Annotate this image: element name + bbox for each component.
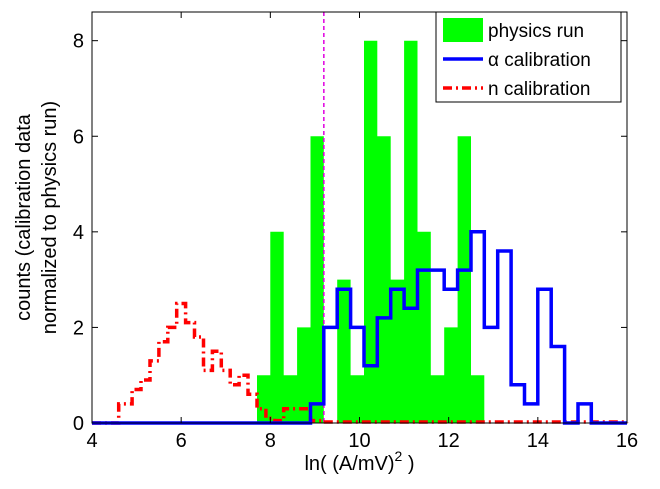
legend-swatch-physics-run (443, 18, 483, 42)
legend-label-n-calibration: n calibration (488, 79, 590, 100)
y-tick-label: 6 (73, 126, 84, 148)
x-tick-label: 12 (438, 430, 460, 452)
y-tick-label: 0 (73, 413, 84, 435)
x-axis-label: ln( (A/mV)2 ) (304, 448, 414, 475)
y-tick-label: 2 (73, 317, 84, 339)
x-tick-label: 10 (348, 430, 370, 452)
y-tick-label: 4 (73, 222, 84, 244)
plot-area (92, 12, 629, 425)
x-tick-label: 4 (86, 430, 97, 452)
legend-label-physics-run: physics run (488, 21, 584, 42)
x-tick-label: 6 (176, 430, 187, 452)
legend-label-alpha-calibration: α calibration (488, 50, 591, 71)
n-calibration-histogram (92, 301, 629, 425)
alpha-calibration-histogram (92, 230, 627, 425)
axes: 4 6 8 10 12 14 16 0 2 4 6 8 (73, 11, 638, 452)
x-tick-label: 16 (616, 430, 638, 452)
y-tick-label: 8 (73, 31, 84, 53)
physics-run-histogram (257, 40, 498, 423)
y-axis-label-line2: normalized to physics run) (39, 101, 61, 334)
x-tick-label: 14 (527, 430, 549, 452)
x-tick-label: 8 (265, 430, 276, 452)
legend: physics run α calibration n calibration (435, 11, 622, 103)
y-axis-label-line1: counts (calibration data (13, 113, 35, 321)
